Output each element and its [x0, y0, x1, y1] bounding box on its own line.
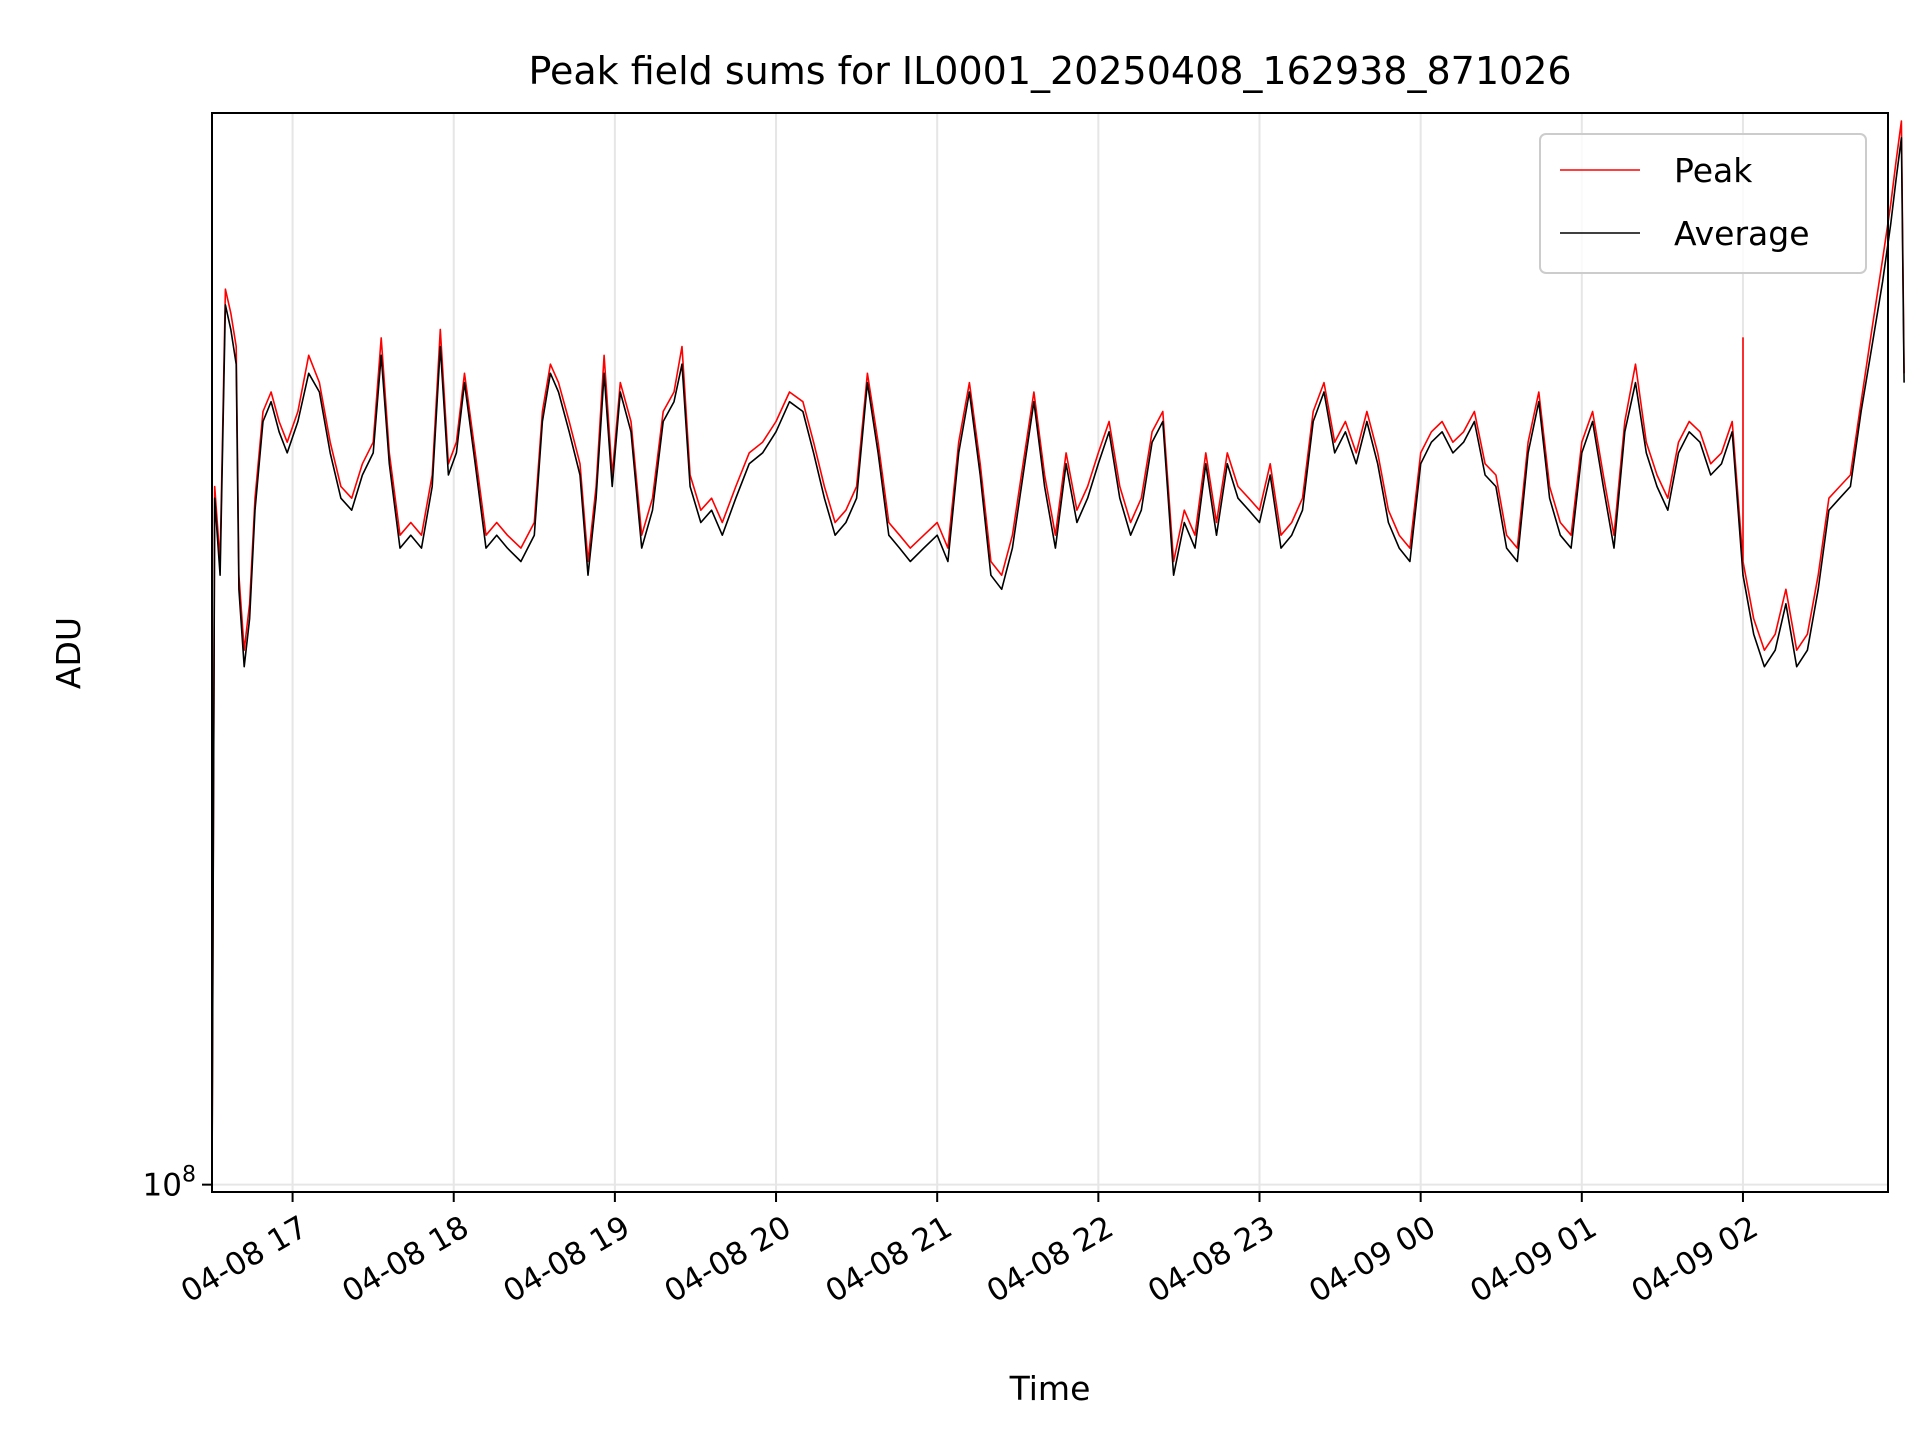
legend-label-average: Average [1674, 214, 1810, 253]
x-axis-label: Time [1009, 1369, 1091, 1408]
y-axis: 108 [143, 1163, 212, 1204]
chart-title: Peak field sums for IL0001_20250408_1629… [528, 49, 1571, 93]
series-line-peak [211, 120, 1905, 1185]
legend-box [1539, 133, 1867, 274]
y-axis-label: ADU [49, 617, 88, 689]
series-lines [211, 120, 1905, 1190]
y-tick-label: 108 [143, 1163, 196, 1204]
legend-label-peak: Peak [1674, 151, 1753, 190]
legend: Peak Average [1539, 133, 1867, 274]
grid [212, 113, 1888, 1192]
plot-frame [211, 112, 1889, 1193]
series-line-average [211, 137, 1905, 1190]
